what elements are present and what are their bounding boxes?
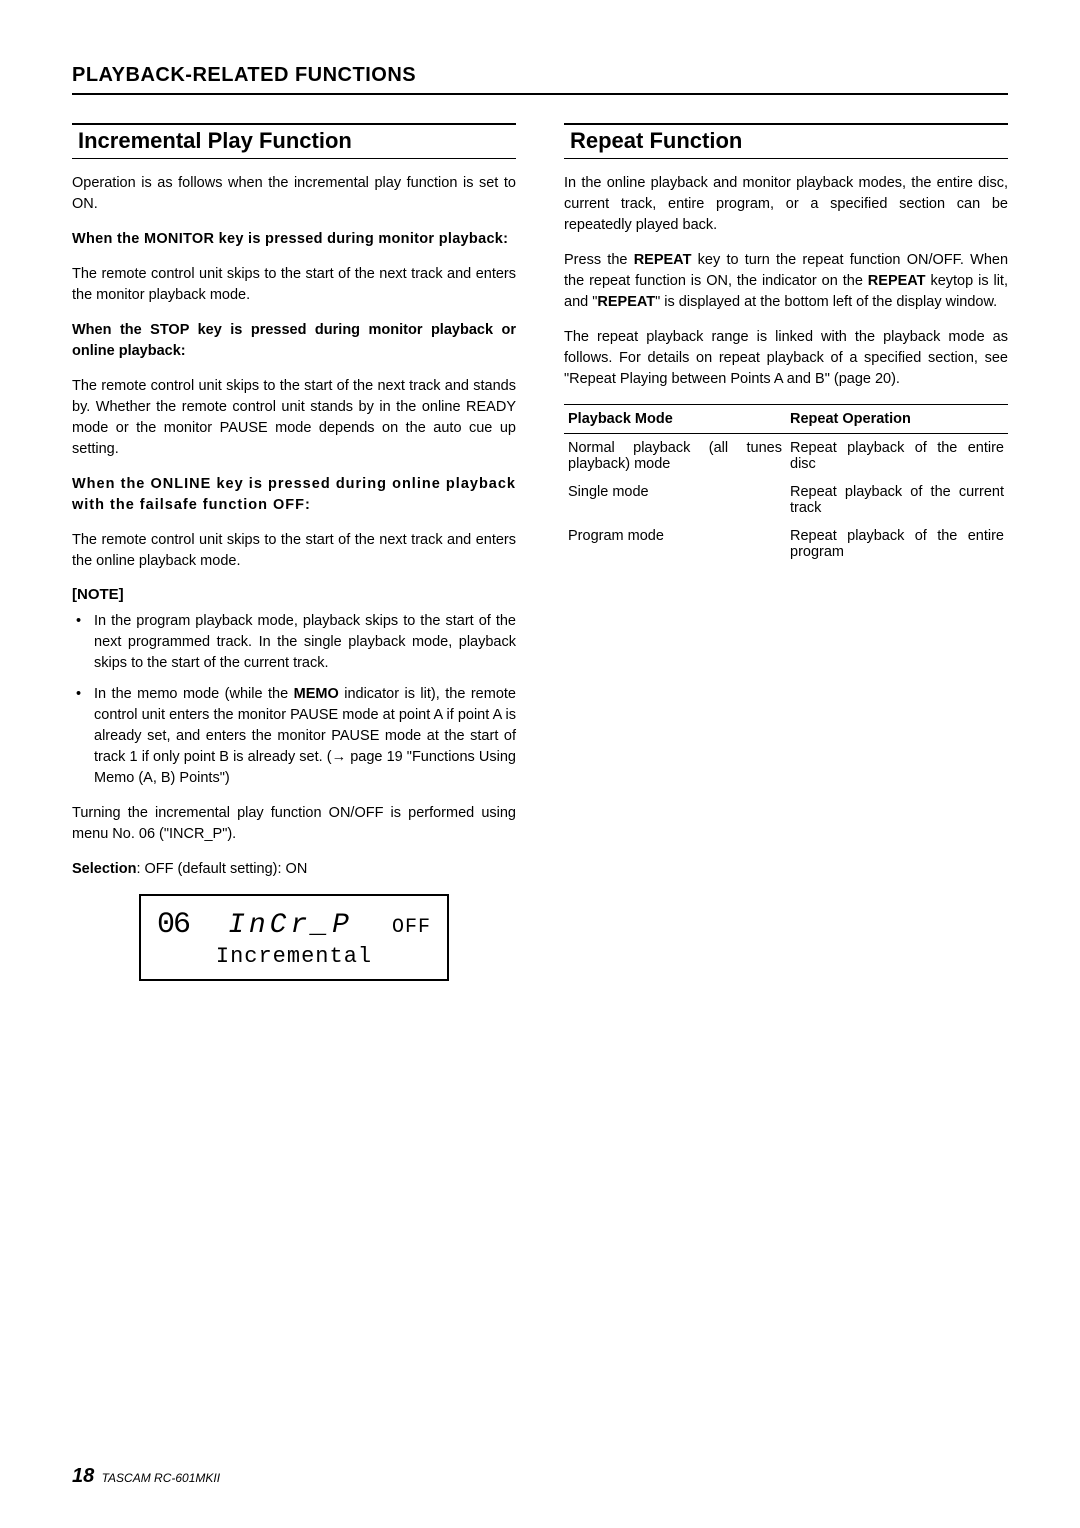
table-cell-operation: Repeat playback of the entire disc <box>786 434 1008 479</box>
table-cell-operation: Repeat playback of the current track <box>786 478 1008 522</box>
stop-key-heading: When the STOP key is pressed during moni… <box>72 320 516 362</box>
table-cell-mode: Single mode <box>564 478 786 522</box>
lcd-line-1: 06 InCr_P OFF <box>157 908 431 942</box>
memo-bold: MEMO <box>294 686 339 702</box>
note-label: [NOTE] <box>72 586 516 603</box>
repeat-bold-2: REPEAT <box>868 273 926 289</box>
table-header-row: Playback Mode Repeat Operation <box>564 405 1008 434</box>
table-cell-mode: Program mode <box>564 522 786 566</box>
note-item-1: In the program playback mode, playback s… <box>94 611 516 674</box>
selection-label: Selection <box>72 861 136 877</box>
section-heading: PLAYBACK-RELATED FUNCTIONS <box>72 64 1008 95</box>
note-item-2-a: In the memo mode (while the <box>94 686 294 702</box>
table-cell-mode: Normal playback (all tunes playback) mod… <box>564 434 786 479</box>
left-title-wrapper: Incremental Play Function <box>72 123 516 159</box>
page-footer: 18 TASCAM RC-601MKII <box>72 1465 220 1488</box>
repeat-bold-1: REPEAT <box>634 252 692 268</box>
left-column: Incremental Play Function Operation is a… <box>72 123 516 981</box>
intro-paragraph: Operation is as follows when the increme… <box>72 173 516 215</box>
monitor-key-body: The remote control unit skips to the sta… <box>72 264 516 306</box>
table-cell-operation: Repeat playback of the entire program <box>786 522 1008 566</box>
repeat-p2: Press the REPEAT key to turn the repeat … <box>564 250 1008 313</box>
lcd-menu-number: 06 <box>157 908 189 942</box>
table-head-operation: Repeat Operation <box>786 405 1008 434</box>
lcd-value: OFF <box>392 916 431 939</box>
repeat-table: Playback Mode Repeat Operation Normal pl… <box>564 404 1008 566</box>
table-row: Normal playback (all tunes playback) mod… <box>564 434 1008 479</box>
repeat-p1: In the online playback and monitor playb… <box>564 173 1008 236</box>
note-list: In the program playback mode, playback s… <box>72 611 516 789</box>
note-item-2: In the memo mode (while the MEMO indicat… <box>94 684 516 789</box>
table-row: Single mode Repeat playback of the curre… <box>564 478 1008 522</box>
page-number: 18 <box>72 1465 94 1487</box>
online-key-body: The remote control unit skips to the sta… <box>72 530 516 572</box>
selection-body: : OFF (default setting): ON <box>136 861 307 877</box>
selection-paragraph: Selection: OFF (default setting): ON <box>72 859 516 880</box>
repeat-p2-a: Press the <box>564 252 634 268</box>
incremental-play-heading: Incremental Play Function <box>72 128 516 154</box>
page: PLAYBACK-RELATED FUNCTIONS Incremental P… <box>0 0 1080 1528</box>
lcd-display: 06 InCr_P OFF Incremental <box>139 894 449 981</box>
table-head-mode: Playback Mode <box>564 405 786 434</box>
repeat-p2-d: " is displayed at the bottom left of the… <box>655 294 997 310</box>
table-row: Program mode Repeat playback of the enti… <box>564 522 1008 566</box>
turning-paragraph: Turning the incremental play function ON… <box>72 803 516 845</box>
repeat-bold-3: REPEAT <box>597 294 655 310</box>
footer-model: TASCAM RC-601MKII <box>102 1471 220 1485</box>
lcd-line-2: Incremental <box>157 944 431 969</box>
repeat-p3: The repeat playback range is linked with… <box>564 327 1008 390</box>
online-key-heading: When the ONLINE key is pressed during on… <box>72 474 516 516</box>
monitor-key-heading: When the MONITOR key is pressed during m… <box>72 229 516 250</box>
content-columns: Incremental Play Function Operation is a… <box>72 123 1008 981</box>
right-column: Repeat Function In the online playback a… <box>564 123 1008 981</box>
lcd-menu-code: InCr_P <box>228 910 353 941</box>
right-title-wrapper: Repeat Function <box>564 123 1008 159</box>
repeat-function-heading: Repeat Function <box>564 128 1008 154</box>
stop-key-body: The remote control unit skips to the sta… <box>72 376 516 460</box>
